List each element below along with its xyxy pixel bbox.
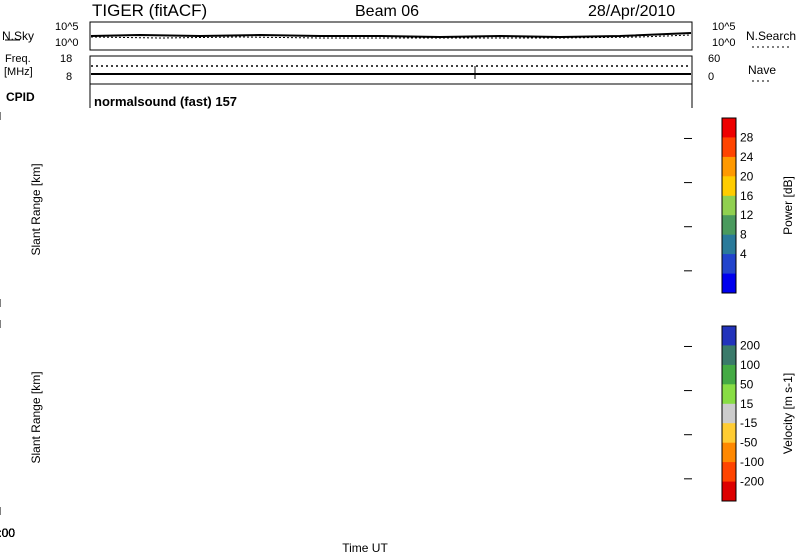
nsearch-trace: [90, 34, 692, 39]
colorbar-tick-label: 8: [740, 228, 747, 242]
colorbar-segment: [722, 442, 736, 463]
colorbar-title: Power [dB]: [781, 176, 795, 235]
velocity-colorbar: 200 100 50 15 -15 -50 -100 -200 Velocity [m s-1]: [721, 325, 795, 502]
power-colorbar: 28 24 20 16 12 8 4 Power [dB]: [721, 117, 795, 294]
nsky-panel: [5, 21, 790, 51]
cpid-value: normalsound (fast) 157: [94, 94, 238, 109]
nave-label: Nave: [748, 63, 777, 77]
nsky-trace: [90, 32, 692, 39]
colorbar-segment: [722, 326, 736, 346]
colorbar-segment: [722, 273, 736, 294]
x-tick-label: 00:00: [0, 526, 15, 540]
nsky-tick-high: 10^5: [55, 21, 79, 33]
colorbar-tick-label: 12: [740, 208, 754, 222]
x-tick-label: 12:00: [0, 526, 15, 540]
colorbar-segment: [722, 384, 736, 405]
date-title: 28/Apr/2010: [588, 3, 676, 20]
freq-tick-high: 18: [60, 53, 73, 65]
colorbar-segment: [722, 254, 736, 274]
colorbar-tick-label: -50: [740, 436, 758, 450]
colorbar-tick-label: 50: [740, 377, 754, 391]
nsky-label: N.Sky: [2, 29, 35, 43]
nsearch-tick-low: 10^0: [712, 37, 736, 49]
colorbar-segment: [722, 118, 736, 138]
nsky-tick-low: 10^0: [55, 37, 79, 49]
colorbar-tick-label: 4: [740, 247, 747, 261]
freq-unit: [MHz]: [4, 66, 33, 78]
colorbar-tick-label: 28: [740, 130, 754, 144]
colorbar-segment: [722, 462, 736, 482]
colorbar-tick-label: 15: [740, 397, 754, 411]
colorbar-frame: [721, 117, 737, 294]
y-axis-title: Slant Range [km]: [29, 371, 43, 463]
x-axis-title: Time UT: [342, 541, 388, 554]
colorbar-segment: [722, 364, 736, 385]
colorbar-segment: [722, 137, 736, 158]
colorbar-segment: [722, 234, 736, 255]
colorbar-frame: [721, 325, 737, 502]
colorbar-tick-label: -200: [740, 475, 764, 489]
freq-panel: [89, 55, 772, 85]
freq-tick-low: 8: [66, 71, 73, 83]
colorbar-tick-label: 20: [740, 169, 754, 183]
freq-label: Freq.: [5, 53, 31, 65]
colorbar-segment: [722, 403, 736, 424]
station-title: TIGER (fitACF): [92, 1, 208, 20]
colorbar-tick-label: -100: [740, 455, 764, 469]
cpid-panel: [89, 84, 693, 108]
colorbar-segment: [722, 423, 736, 444]
colorbar-title: Velocity [m s-1]: [781, 373, 795, 454]
x-tick-label: 20:00: [0, 526, 15, 540]
nsearch-label: N.Search: [746, 29, 797, 43]
colorbar-segment: [722, 195, 736, 216]
x-tick-label: 16:00: [0, 526, 15, 540]
x-tick-label: 04:00: [0, 526, 15, 540]
x-tick-label: 08:00: [0, 526, 15, 540]
nsearch-tick-high: 10^5: [712, 21, 736, 33]
colorbar-tick-label: 100: [740, 358, 760, 372]
colorbar-segment: [722, 176, 736, 197]
colorbar-tick-label: 16: [740, 189, 754, 203]
colorbar-segment: [722, 156, 736, 177]
power-panel: 1000200030004000Slant Range [km]: [0, 112, 692, 307]
nave-tick-low: 0: [708, 71, 715, 83]
colorbar-segment: [722, 481, 736, 502]
colorbar-tick-label: -15: [740, 416, 758, 430]
x-tick-label: 00:00: [0, 526, 15, 540]
beam-title: Beam 06: [355, 3, 420, 20]
colorbar-tick-label: 24: [740, 150, 754, 164]
velocity-panel: 1000200030004000Slant Range [km]00:0004:…: [0, 320, 692, 540]
cpid-label: CPID: [6, 90, 35, 104]
nave-tick-high: 60: [708, 53, 721, 65]
colorbar-segment: [722, 345, 736, 366]
y-axis-title: Slant Range [km]: [29, 163, 43, 255]
colorbar-segment: [722, 215, 736, 236]
colorbar-tick-label: 200: [740, 338, 760, 352]
